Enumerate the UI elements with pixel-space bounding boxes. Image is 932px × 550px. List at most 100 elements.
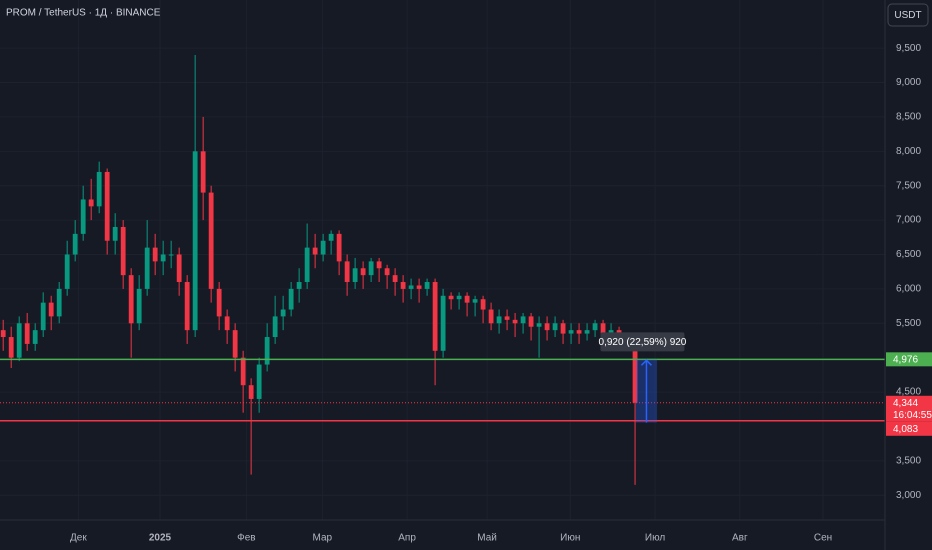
y-tick-label: 4,500 <box>896 387 921 398</box>
candle-body <box>632 340 638 403</box>
x-tick-label: Сен <box>814 533 832 544</box>
currency-button[interactable] <box>887 3 929 27</box>
candle-body <box>424 282 430 289</box>
x-tick-label: Июл <box>645 533 665 544</box>
candle-body <box>568 330 574 334</box>
candle-body <box>560 323 566 334</box>
candle-body <box>368 261 374 276</box>
x-tick-label: Мар <box>313 533 333 544</box>
candle-body <box>384 268 390 276</box>
y-tick-label: 9,500 <box>896 43 921 54</box>
candle-body <box>280 309 286 317</box>
price-tag-label: 4,083 <box>893 424 918 435</box>
y-tick-label: 6,000 <box>896 284 921 295</box>
y-tick-label: 6,500 <box>896 249 921 260</box>
candle-body <box>544 323 550 331</box>
y-tick-label: 7,000 <box>896 215 921 226</box>
candle-body <box>360 268 366 276</box>
candle-body <box>160 254 166 262</box>
candle-body <box>64 254 70 289</box>
candle-body <box>272 316 278 338</box>
candle-body <box>416 285 422 289</box>
candle-body <box>408 285 414 289</box>
candle-body <box>16 323 22 358</box>
candle-body <box>184 282 190 331</box>
currency-label[interactable]: USDT <box>894 10 921 21</box>
candle-body <box>112 226 118 241</box>
x-tick-label: Июн <box>560 533 580 544</box>
x-tick-label: 2025 <box>149 533 172 544</box>
candle-body <box>320 240 326 255</box>
x-tick-label: Апр <box>398 533 416 544</box>
candle-body <box>256 364 262 399</box>
price-tag <box>886 352 932 367</box>
candle-body <box>304 247 310 283</box>
candle-body <box>192 151 198 331</box>
candle-body <box>456 295 462 300</box>
candle-body <box>608 330 614 334</box>
price-tag-label: 16:04:55 <box>893 410 932 421</box>
y-tick-label: 7,500 <box>896 180 921 191</box>
measure-tooltip <box>600 332 685 352</box>
overlays: 0,920 (22,59%) 920 <box>0 332 885 423</box>
candle-body <box>136 288 142 324</box>
candle-body <box>472 299 478 303</box>
candle-body <box>200 151 206 193</box>
candle-body <box>392 275 398 283</box>
candle-body <box>296 282 302 289</box>
measure-arrowhead <box>640 359 652 366</box>
candle-body <box>104 171 110 241</box>
candle-body <box>520 316 526 324</box>
candle-body <box>24 323 30 344</box>
candle-body <box>464 295 470 303</box>
candle-body <box>528 316 534 327</box>
candle-body <box>216 288 222 317</box>
price-tag-label: 4,976 <box>893 354 918 365</box>
candle-body <box>448 295 454 300</box>
measure-label: 0,920 (22,59%) 920 <box>599 337 687 348</box>
candle-body <box>376 261 382 269</box>
candle-body <box>56 288 62 317</box>
price-tag <box>886 421 932 436</box>
x-tick-label: Дек <box>70 533 87 544</box>
candle-body <box>536 323 542 327</box>
candle-body <box>480 299 486 310</box>
candle-body <box>208 192 214 289</box>
candle-body <box>576 330 582 334</box>
candle-body <box>312 247 318 255</box>
grid <box>0 0 885 520</box>
candle-body <box>288 288 294 310</box>
candle-body <box>152 247 158 262</box>
candle-body <box>584 330 590 334</box>
x-tick-label: Май <box>477 533 497 544</box>
candle-body <box>512 319 518 324</box>
candles <box>0 55 638 485</box>
candle-body <box>328 233 334 241</box>
price-tag <box>886 395 932 422</box>
candle-body <box>440 295 446 351</box>
y-tick-label: 3,000 <box>896 490 921 501</box>
candle-body <box>336 233 342 262</box>
y-tick-label: 9,000 <box>896 77 921 88</box>
candle-body <box>8 337 14 358</box>
candle-body <box>32 330 38 344</box>
candle-body <box>232 330 238 358</box>
y-tick-label: 5,500 <box>896 318 921 329</box>
candle-body <box>592 323 598 331</box>
candle-body <box>176 254 182 283</box>
candle-body <box>88 199 94 207</box>
candle-body <box>504 316 510 320</box>
x-tick-label: Авг <box>732 533 748 544</box>
candle-body <box>40 302 46 331</box>
y-tick-label: 8,000 <box>896 146 921 157</box>
candle-body <box>344 261 350 283</box>
x-tick-label: Фев <box>237 533 255 544</box>
candle-body <box>144 247 150 289</box>
candle-body <box>240 357 246 386</box>
candle-body <box>120 226 126 276</box>
candle-body <box>0 330 6 338</box>
candle-body <box>80 199 86 234</box>
candle-body <box>352 268 358 283</box>
